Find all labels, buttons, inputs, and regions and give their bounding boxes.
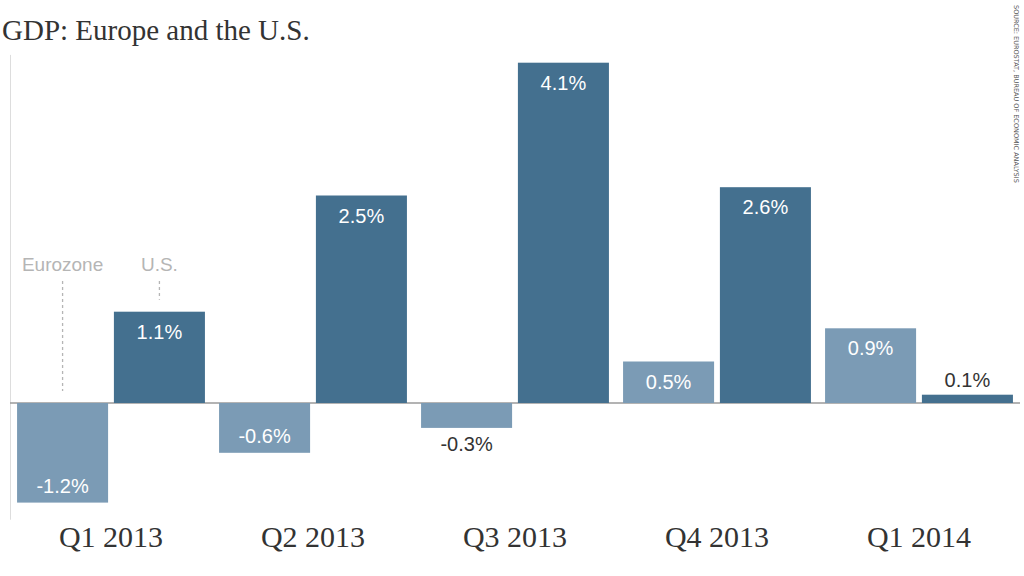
data-labels: -1.2% -0.6% -0.3% 0.5% 0.9% 1.1% 2.5% 4.1% 2.6% 0… (36, 72, 990, 497)
bar (316, 196, 407, 404)
x-tick: Q1 2013 (59, 510, 163, 553)
source: SOURCE: EUROSTAT, BUREAU OF ECONOMIC ANA… (1012, 5, 1020, 183)
legend-leader (62, 281, 63, 391)
title: GDP: Europe and the U.S. (2, 14, 310, 46)
bar (518, 63, 609, 403)
y-axis (10, 55, 12, 520)
data-label: -0.6% (238, 425, 290, 447)
data-label: 1.1% (137, 321, 183, 343)
x-tick: Q1 2014 (867, 510, 971, 553)
y-axis-line (10, 55, 11, 520)
x-axis: Q1 2013 Q2 2013 Q3 2013 Q4 2013 Q1 2014 (59, 510, 971, 553)
bar (720, 187, 811, 403)
bar (219, 403, 310, 453)
data-label: 2.6% (743, 196, 789, 218)
data-label: -0.3% (440, 433, 492, 455)
x-tick: Q2 2013 (261, 510, 365, 553)
x-tick-label: Q1 2013 (59, 520, 163, 553)
bar (17, 403, 108, 503)
bar (922, 395, 1013, 403)
x-tick: Q3 2013 (463, 510, 567, 553)
legend-label: Eurozone (22, 254, 103, 275)
x-tick-label: Q4 2013 (665, 520, 769, 553)
data-label: 2.5% (339, 205, 385, 227)
bar (114, 312, 205, 403)
legend: Eurozone U.S. (22, 254, 178, 391)
bars (17, 63, 1013, 503)
x-tick-label: Q1 2014 (867, 520, 971, 553)
data-label: 0.5% (646, 371, 692, 393)
data-label: 0.1% (945, 369, 991, 391)
legend-label: U.S. (141, 254, 178, 275)
x-tick: Q4 2013 (665, 510, 769, 553)
bar (623, 362, 714, 404)
data-label: 4.1% (541, 72, 587, 94)
legend-leader (159, 281, 160, 300)
data-label: -1.2% (36, 475, 88, 497)
bar (825, 328, 916, 403)
x-tick-label: Q3 2013 (463, 520, 567, 553)
chart: GDP: Europe and the U.S. SOURCE: EUROSTAT… (0, 0, 1024, 576)
data-label: 0.9% (848, 337, 894, 359)
bar (421, 403, 512, 428)
x-tick-label: Q2 2013 (261, 520, 365, 553)
